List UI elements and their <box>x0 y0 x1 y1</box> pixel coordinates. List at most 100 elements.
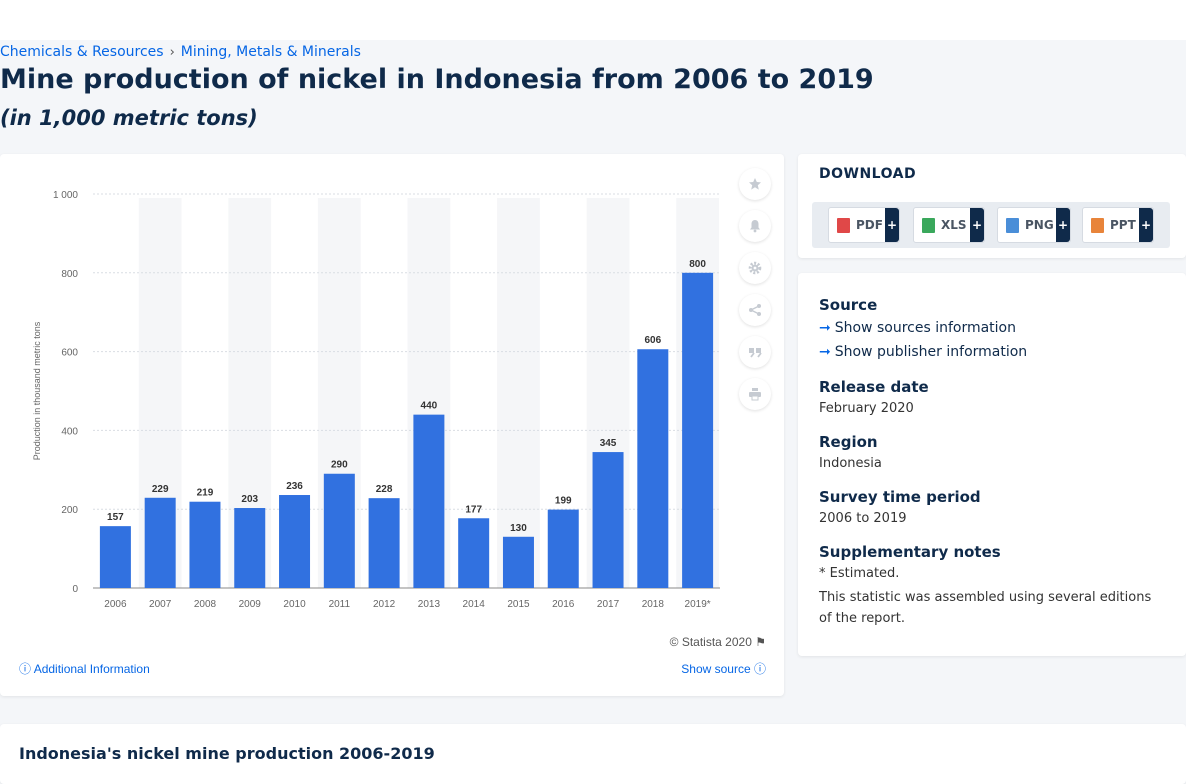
data-label: 345 <box>600 438 617 449</box>
y-tick-label: 800 <box>61 269 78 280</box>
page-subtitle: (in 1,000 metric tons) <box>0 106 258 130</box>
breadcrumb-separator: › <box>169 44 175 60</box>
breadcrumb-chemicals-resources[interactable]: Chemicals & Resources <box>0 44 164 60</box>
data-label: 290 <box>331 460 348 471</box>
x-tick-label: 2018 <box>642 599 665 610</box>
release-date-value: February 2020 <box>819 401 914 416</box>
bar <box>682 272 714 588</box>
bar <box>547 509 579 588</box>
share-button[interactable] <box>739 294 771 326</box>
x-tick-label: 2016 <box>552 599 575 610</box>
png-file-icon <box>1006 217 1019 233</box>
supplementary-note-editions: This statistic was assembled using sever… <box>819 590 1152 626</box>
png-label: PNG <box>1025 218 1054 232</box>
arrow-right-icon: ➞ <box>819 320 831 336</box>
xls-file-icon <box>922 217 935 233</box>
y-tick-label: 0 <box>72 584 78 595</box>
bar <box>413 414 445 588</box>
show-sources-label: Show sources information <box>834 320 1016 336</box>
star-icon <box>749 178 761 190</box>
data-label: 228 <box>376 484 393 495</box>
bar <box>144 497 176 588</box>
pdf-file-icon <box>837 217 850 233</box>
x-tick-label: 2015 <box>507 599 530 610</box>
bar-chart: 0 200 400 600 800 1 000 157 2006 229 2007 219 2008 2… <box>32 190 720 610</box>
region-label: Region <box>819 433 878 451</box>
description-title: Indonesia's nickel mine production 2006-… <box>19 744 435 763</box>
bar <box>99 526 131 588</box>
download-pdf-button[interactable]: PDF + <box>828 207 900 243</box>
chart-card: 0 200 400 600 800 1 000 157 2006 229 2007 219 2008 2… <box>0 154 784 696</box>
source-label: Source <box>819 296 878 314</box>
bar <box>368 498 400 588</box>
bar <box>189 501 221 588</box>
y-tick-label: 1 000 <box>53 190 78 201</box>
data-label: 606 <box>644 335 661 346</box>
download-xls-button[interactable]: XLS + <box>913 207 985 243</box>
share-icon <box>749 304 761 316</box>
settings-button[interactable] <box>739 252 771 284</box>
x-tick-label: 2014 <box>463 599 486 610</box>
breadcrumb: Chemicals & Resources › Mining, Metals &… <box>0 44 361 60</box>
print-icon <box>749 388 761 401</box>
bar <box>323 473 355 588</box>
download-card: DOWNLOAD PDF + XLS + PNG + PPT + <box>798 154 1186 258</box>
data-label: 440 <box>421 401 438 412</box>
print-button[interactable] <box>739 378 771 410</box>
statistic-info-card: Source ➞ Show sources information ➞ Show p… <box>798 273 1186 656</box>
bar <box>458 518 490 588</box>
release-date-label: Release date <box>819 378 929 396</box>
description-card: Indonesia's nickel mine production 2006-… <box>0 724 1186 784</box>
x-tick-label: 2011 <box>329 599 351 610</box>
supplementary-note-estimated: * Estimated. <box>819 566 900 581</box>
xls-label: XLS <box>941 218 967 232</box>
ppt-file-icon <box>1091 217 1104 233</box>
data-label: 199 <box>555 496 572 507</box>
notification-button[interactable] <box>739 210 771 242</box>
download-title: DOWNLOAD <box>819 166 917 182</box>
arrow-right-icon: ➞ <box>819 344 831 360</box>
show-sources-link[interactable]: ➞ Show sources information <box>819 320 1016 336</box>
download-png-button[interactable]: PNG + <box>997 207 1071 243</box>
data-label: 236 <box>286 481 303 492</box>
bell-icon <box>750 220 760 233</box>
y-axis-label: Production in thousand metric tons <box>32 321 42 460</box>
additional-information-label: Additional Information <box>33 662 150 676</box>
show-publisher-label: Show publisher information <box>834 344 1028 360</box>
bar <box>234 508 266 588</box>
x-tick-label: 2007 <box>149 599 172 610</box>
x-tick-label: 2010 <box>283 599 306 610</box>
copyright-notice: © Statista 2020 ⚑ <box>670 635 766 649</box>
bar <box>502 536 534 588</box>
cite-button[interactable] <box>739 336 771 368</box>
data-label: 229 <box>152 484 169 495</box>
y-tick-label: 200 <box>61 505 78 516</box>
breadcrumb-mining-metals-minerals[interactable]: Mining, Metals & Minerals <box>180 44 361 60</box>
show-publisher-link[interactable]: ➞ Show publisher information <box>819 344 1027 360</box>
data-label: 130 <box>510 523 527 534</box>
top-navigation-bar <box>0 0 1186 40</box>
download-ppt-button[interactable]: PPT + <box>1082 207 1154 243</box>
supplementary-notes-label: Supplementary notes <box>819 543 1001 561</box>
plus-icon: + <box>970 208 984 242</box>
data-label: 157 <box>107 512 124 523</box>
y-tick-label: 400 <box>61 426 78 437</box>
data-label: 177 <box>465 504 482 515</box>
data-label: 219 <box>197 488 214 499</box>
x-tick-label: 2013 <box>418 599 441 610</box>
favorite-button[interactable] <box>739 168 771 200</box>
pdf-label: PDF <box>856 218 883 232</box>
additional-information-link[interactable]: ⓘ Additional Information <box>19 660 150 677</box>
survey-period-value: 2006 to 2019 <box>819 511 907 526</box>
gear-icon <box>748 261 762 275</box>
show-source-link[interactable]: Show source ⓘ <box>681 660 766 677</box>
plus-icon: + <box>1139 208 1153 242</box>
bar <box>279 495 311 588</box>
chart-toolbar <box>739 168 771 420</box>
show-source-label: Show source <box>681 662 751 676</box>
bar <box>637 349 669 588</box>
info-icon: ⓘ <box>753 662 766 676</box>
y-tick-label: 600 <box>61 348 78 359</box>
data-label: 203 <box>241 494 258 505</box>
x-tick-label: 2006 <box>104 599 127 610</box>
